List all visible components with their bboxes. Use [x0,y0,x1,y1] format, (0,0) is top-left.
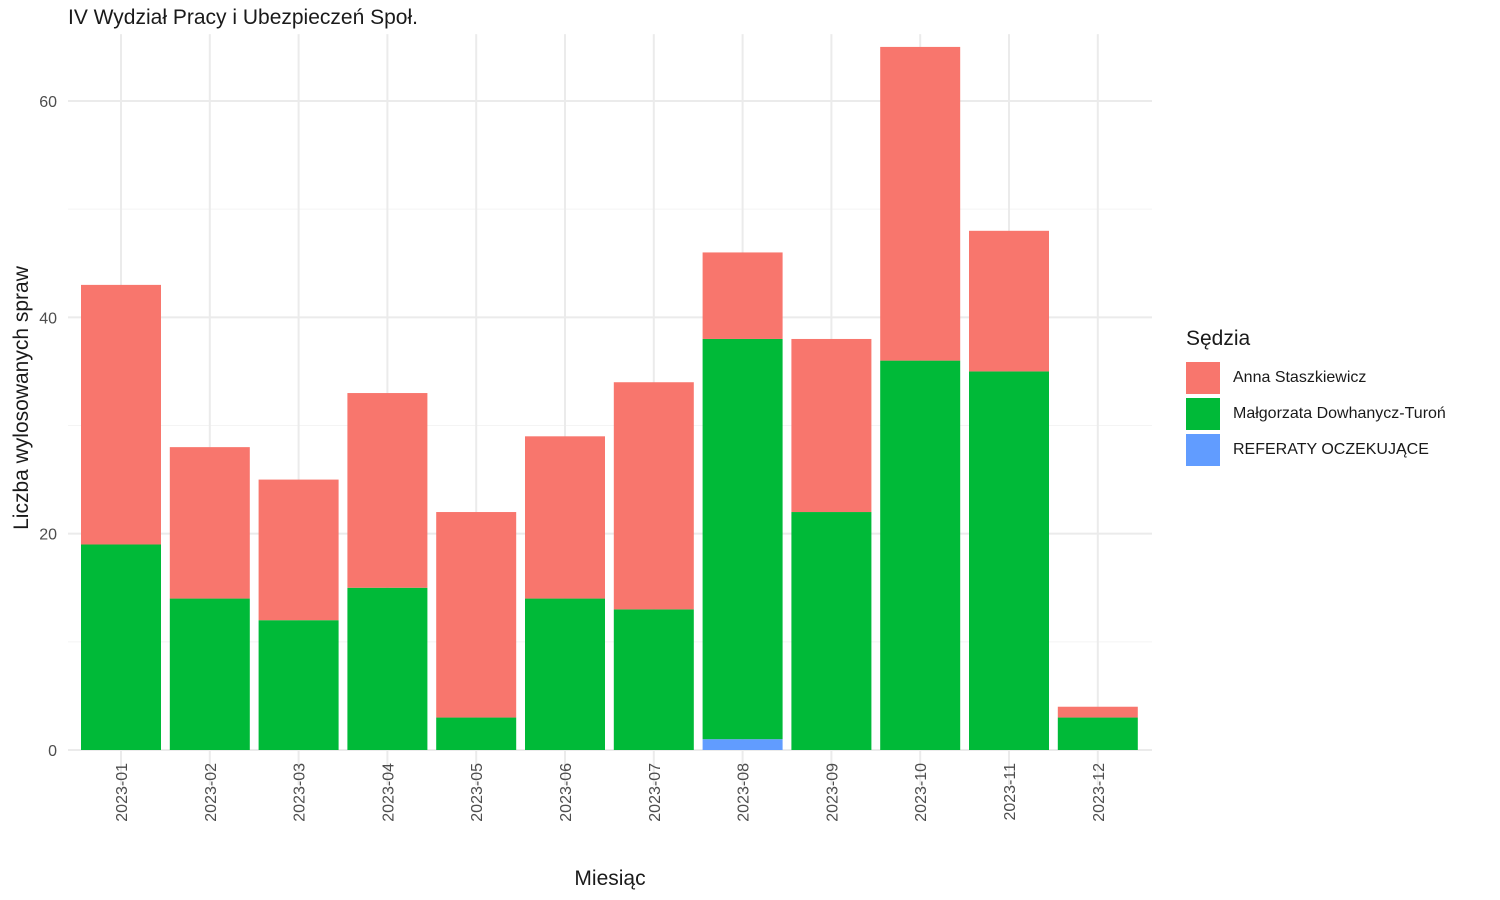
bar-segment [81,544,161,750]
x-tick-label: 2023-07 [647,763,664,822]
bar-segment [791,338,872,513]
bar-segment [1057,717,1138,750]
x-tick-label: 2023-11 [1002,763,1019,821]
legend: Sędzia Anna Staszkiewicz Małgorzata Dowh… [1186,327,1446,468]
bar-segment [258,479,339,621]
x-tick-label: 2023-06 [558,763,575,822]
x-tick-label: 2023-01 [114,763,131,822]
y-tick-label: 20 [39,527,57,544]
bar-segment [436,717,517,750]
bar-segment [525,598,605,750]
legend-swatch [1186,362,1220,394]
bar-segment [613,609,694,750]
legend-swatch [1186,434,1220,466]
legend-item-anna-staszkiewicz: Anna Staszkiewicz [1186,360,1446,396]
x-tick-label: 2023-10 [913,763,930,822]
bar-segment [702,338,783,740]
bar-segment [81,284,161,545]
y-tick-label: 0 [48,743,57,760]
bar-segment [702,252,783,339]
y-axis-ticks: 0 20 40 60 [39,94,57,760]
y-tick-label: 40 [39,310,57,327]
legend-title: Sędzia [1186,327,1251,350]
legend-item-malgorzata-dowhanycz-turon: Małgorzata Dowhanycz-Turoń [1186,396,1446,432]
x-tick-label: 2023-04 [380,763,397,822]
bar-segment [436,512,517,718]
bar-segment [347,393,428,588]
bar-segment [702,739,783,750]
x-axis-label: Miesiąc [574,867,645,890]
bar-segment [969,371,1049,750]
y-axis-label: Liczba wylosowanych spraw [10,265,33,530]
bar-segment [613,382,694,610]
bar-segment [169,598,250,750]
bars [81,46,1138,750]
legend-label: Małgorzata Dowhanycz-Turoń [1233,405,1446,422]
bar-segment [791,512,872,750]
legend-item-referaty-oczekujace: REFERATY OCZEKUJĄCE [1186,432,1446,468]
bar-segment [258,620,339,750]
bar-segment [525,436,605,599]
bar-segment [1057,706,1138,718]
bar-segment [969,230,1049,372]
x-tick-label: 2023-05 [469,763,486,822]
bar-segment [880,46,961,361]
legend-swatch [1186,398,1220,430]
bar-segment [169,447,250,599]
x-tick-label: 2023-03 [292,763,309,822]
x-tick-label: 2023-12 [1091,763,1108,822]
x-tick-label: 2023-09 [824,763,841,822]
x-tick-label: 2023-08 [736,763,753,822]
chart-title: IV Wydział Pracy i Ubezpieczeń Społ. [68,6,418,29]
bar-segment [347,587,428,750]
legend-label: REFERATY OCZEKUJĄCE [1233,441,1429,458]
x-tick-label: 2023-02 [203,763,220,822]
legend-label: Anna Staszkiewicz [1233,369,1367,386]
y-tick-label: 60 [39,94,57,111]
bar-segment [880,360,961,750]
x-axis-ticks: 2023-01 2023-02 2023-03 2023-04 2023-05 2023-… [114,763,1108,822]
